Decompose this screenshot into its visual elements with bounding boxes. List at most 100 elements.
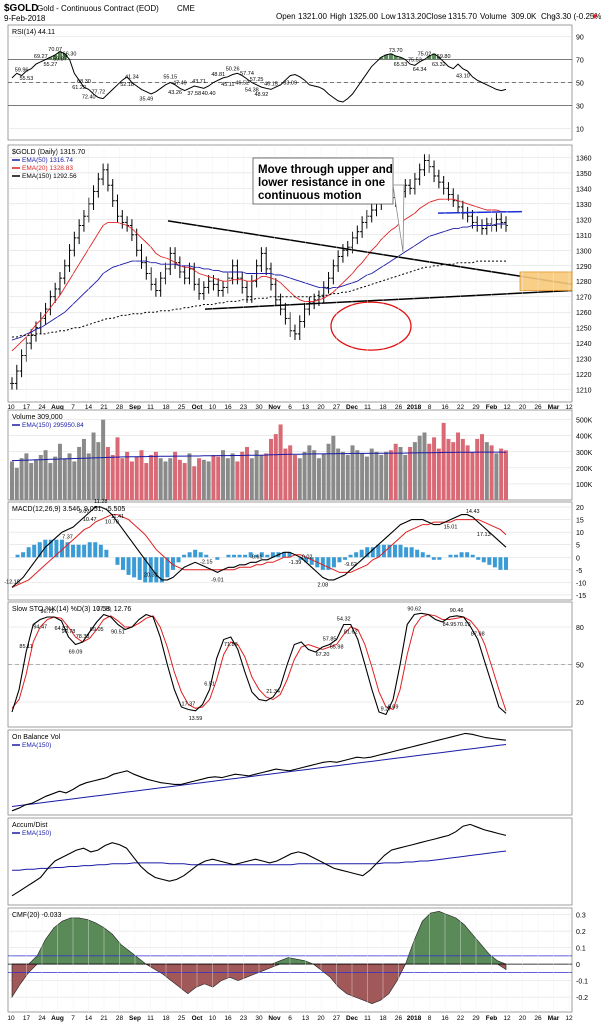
low-label: Low	[381, 12, 396, 21]
cmf-x-tick-label: 14	[85, 1015, 93, 1022]
volume-bar	[388, 450, 393, 500]
volume-panel: 500K 400K 300K 200K 100K Volume 309,000EMA(15…	[7, 409, 593, 501]
price-x-tick-label: Sep	[129, 404, 141, 411]
macd-histogram-bar	[348, 554, 353, 558]
volume-bar	[249, 458, 254, 500]
volume-bar	[436, 448, 441, 500]
volume-bar	[345, 455, 350, 500]
volume-bar	[470, 451, 475, 500]
rsi-value-label: 43.10	[456, 74, 470, 80]
cmf-x-tick-label: 12	[503, 1015, 511, 1022]
macd-histogram-bar	[270, 552, 275, 558]
volume-bar	[134, 456, 139, 500]
macd-histogram-bar	[43, 539, 48, 558]
cmf-y-tick-label: 0	[576, 962, 580, 969]
macd-value-label: -6.61	[250, 554, 263, 560]
macd-histogram-bar	[437, 557, 442, 560]
rsi-value-label: 61.22	[72, 85, 86, 91]
rsi-value-label: 55.27	[43, 62, 57, 68]
sto-k-line	[11, 612, 507, 716]
volume-label: Volume	[480, 12, 507, 21]
macd-histogram-bar	[326, 557, 331, 570]
rsi-value-label: 59.87	[53, 56, 67, 62]
macd-value-label: 11.28	[94, 499, 107, 505]
macd-histogram-bar	[154, 557, 159, 583]
down-arrow-icon: ▼	[591, 12, 599, 21]
price-x-tick-label: 26	[534, 404, 542, 411]
volume-y-tick-label: 400K	[576, 434, 593, 441]
volume-bar	[182, 463, 187, 500]
rsi-value-label: 55.53	[20, 76, 34, 82]
annotation-line-3: continuous motion	[258, 190, 361, 202]
macd-histogram-bar	[487, 557, 492, 565]
volume-bar	[10, 461, 14, 500]
macd-histogram-bar	[26, 547, 31, 558]
macd-histogram-bar	[87, 542, 92, 558]
macd-histogram-bar	[104, 549, 109, 558]
price-x-tick-label: 14	[85, 404, 93, 411]
price-y-tick-label: 1300	[576, 248, 592, 255]
price-x-tick-label: 21	[100, 404, 108, 411]
cmf-x-tick-label: 24	[38, 1015, 46, 1022]
macd-histogram-bar	[137, 557, 142, 580]
volume-bar	[101, 419, 106, 500]
price-x-tick-label: 22	[457, 404, 465, 411]
support-line	[437, 210, 523, 214]
volume-bar	[206, 461, 211, 500]
macd-value-label: 20.31	[144, 572, 158, 578]
volume-bar	[403, 455, 408, 500]
price-y-tick-label: 1230	[576, 357, 592, 364]
volume-bar	[48, 463, 53, 500]
price-x-tick-label: 2018	[407, 404, 422, 411]
macd-line	[11, 506, 507, 588]
price-legend-entry: EMA(50) 1316.74	[22, 157, 73, 164]
rsi-value-label: 57.74	[240, 71, 254, 77]
macd-histogram-bar	[259, 552, 264, 558]
volume-bar	[139, 450, 144, 500]
price-y-tick-label: 1340	[576, 186, 592, 193]
rsi-value-label: 55.15	[163, 75, 177, 81]
rsi-value-label: 66.30	[63, 52, 77, 58]
rsi-y-tick-label: 30	[576, 104, 584, 111]
volume-bar	[67, 453, 72, 500]
macd-histogram-bar	[498, 557, 503, 570]
volume-bar	[115, 437, 120, 500]
macd-histogram-bar	[365, 547, 370, 558]
annotation-pointer	[392, 184, 405, 253]
cmf-x-tick-label: Feb	[486, 1015, 498, 1022]
sto-value-label: 78.38	[76, 634, 90, 640]
cmf-x-tick-label: Oct	[192, 1015, 204, 1022]
cmf-x-tick-label: 18	[162, 1015, 170, 1022]
volume-bar	[412, 442, 417, 500]
cmf-x-tick-label: 20	[519, 1015, 527, 1022]
macd-histogram-bar	[15, 554, 20, 558]
macd-y-tick-label: 5	[576, 543, 580, 550]
volume-bar	[91, 432, 96, 500]
macd-histogram-bar	[76, 544, 81, 558]
chart-exchange: CME	[177, 4, 195, 13]
rsi-line	[11, 50, 507, 103]
cmf-x-tick-label: 27	[333, 1015, 341, 1022]
price-x-tick-label: 11	[364, 404, 371, 411]
volume-bar	[278, 424, 283, 500]
price-x-tick-label: 27	[333, 404, 341, 411]
volume-bar	[96, 442, 101, 500]
price-x-tick-label: Oct	[192, 404, 204, 411]
rsi-value-label: 40.40	[202, 91, 216, 97]
cmf-x-tick-label: 22	[457, 1015, 465, 1022]
cmf-x-tick-label: 2018	[407, 1015, 422, 1022]
rsi-value-label: 57.25	[250, 77, 264, 83]
volume-bar	[369, 448, 374, 500]
volume-bar	[158, 458, 163, 500]
cmf-x-tick-label: 6	[288, 1015, 292, 1022]
rsi-value-label: 68.30	[77, 79, 91, 85]
chg-label: Chg	[541, 12, 556, 21]
rsi-value-label: 47.49	[173, 80, 187, 86]
macd-histogram-bar	[459, 552, 464, 558]
volume-bar	[38, 455, 43, 500]
sto-value-label: 21.34	[266, 689, 280, 695]
rsi-value-label: 41.34	[125, 75, 139, 81]
cmf-x-tick-label: 11	[364, 1015, 371, 1022]
price-y-tick-label: 1350	[576, 171, 592, 178]
